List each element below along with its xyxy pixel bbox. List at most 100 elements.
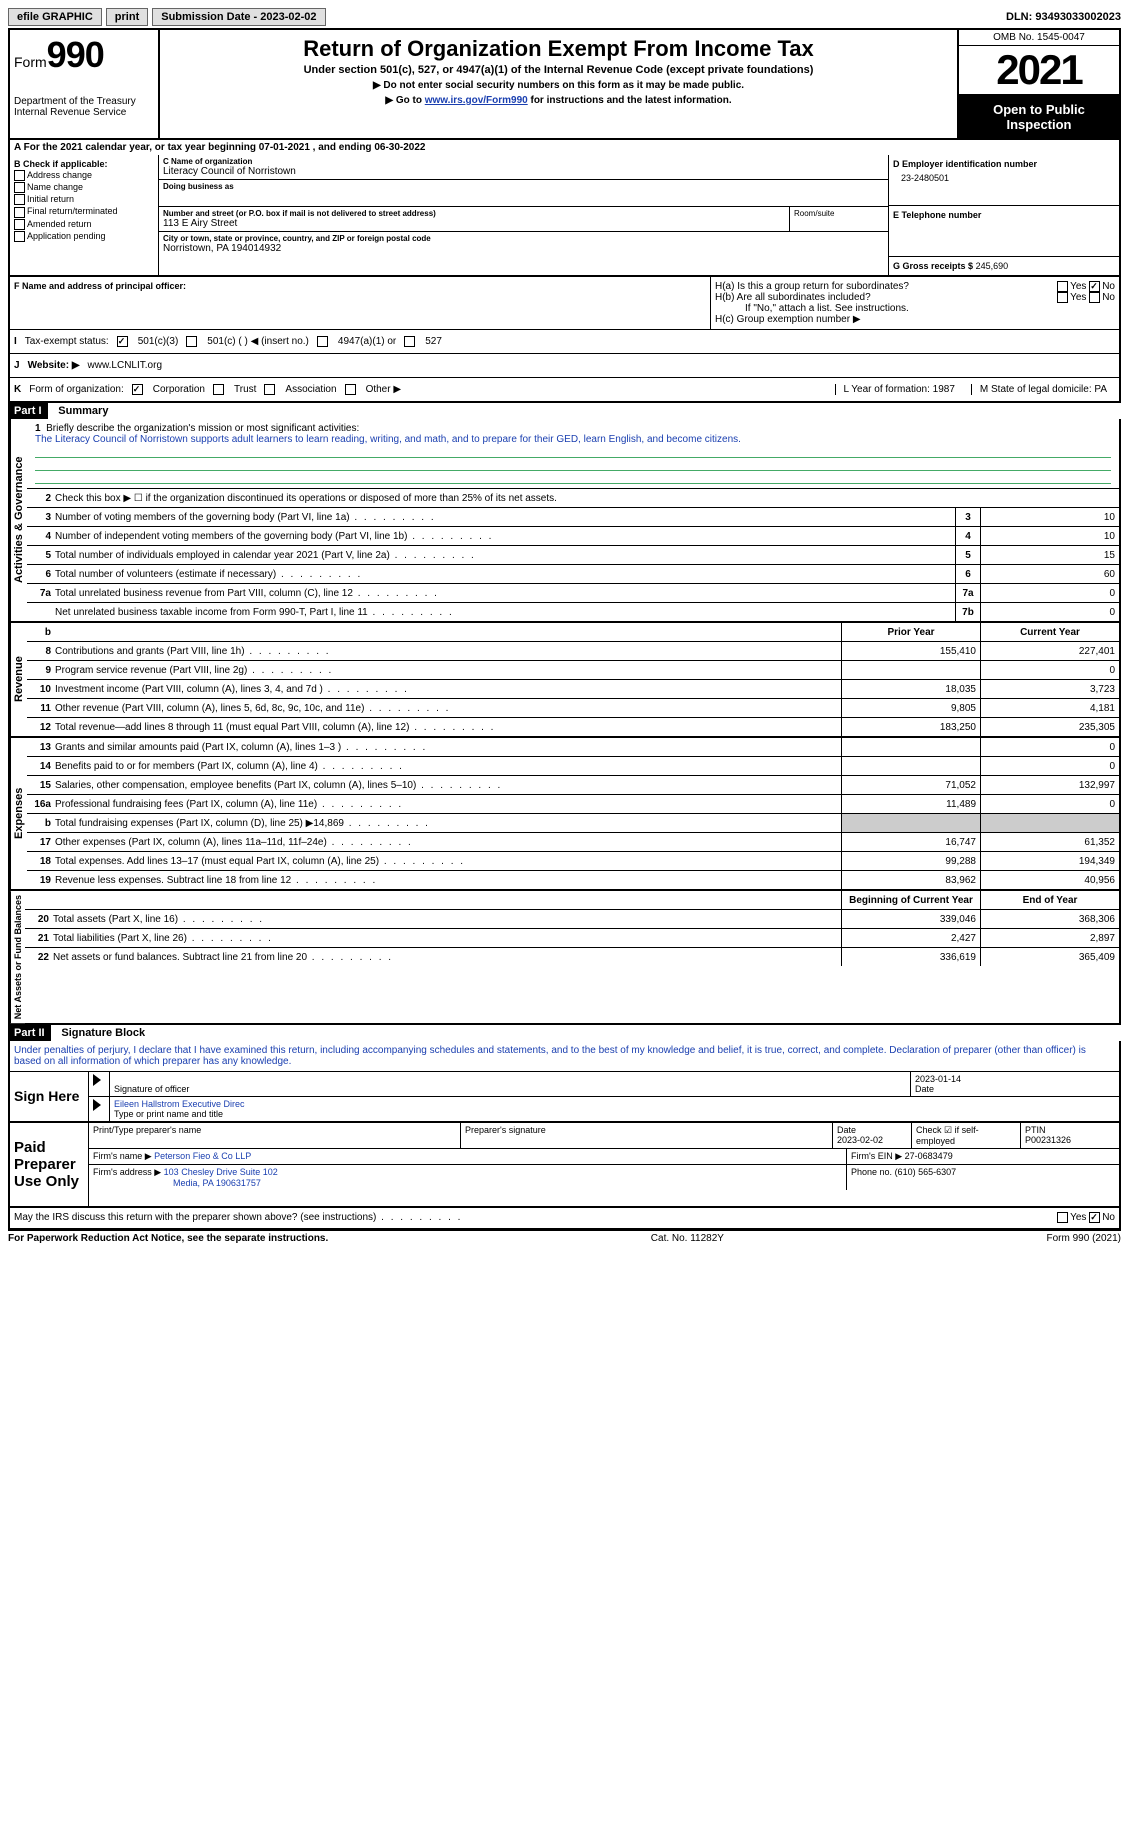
chk-501c3[interactable] xyxy=(117,336,128,347)
table-row: 3 Number of voting members of the govern… xyxy=(27,508,1119,527)
form-subtitle: Under section 501(c), 527, or 4947(a)(1)… xyxy=(168,64,949,76)
state-domicile: M State of legal domicile: PA xyxy=(971,384,1115,395)
line-a: A For the 2021 calendar year, or tax yea… xyxy=(8,140,1121,155)
chk-final[interactable]: Final return/terminated xyxy=(14,206,154,217)
dba-label: Doing business as xyxy=(163,182,884,191)
g-label: G Gross receipts $ xyxy=(893,261,973,271)
city-state-zip: Norristown, PA 194014932 xyxy=(163,243,884,254)
part2-header: Part II Signature Block xyxy=(8,1025,1121,1041)
firm-name: Peterson Fieo & Co LLP xyxy=(154,1151,251,1161)
addr-label: Number and street (or P.O. box if mail i… xyxy=(163,209,785,218)
discuss-row: May the IRS discuss this return with the… xyxy=(8,1208,1121,1229)
city-label: City or town, state or province, country… xyxy=(163,234,884,243)
table-row: 15 Salaries, other compensation, employe… xyxy=(27,776,1119,795)
chk-trust[interactable] xyxy=(213,384,224,395)
governance-table: Activities & Governance 1 Briefly descri… xyxy=(8,419,1121,623)
table-row: 6 Total number of volunteers (estimate i… xyxy=(27,565,1119,584)
dln-label: DLN: 93493033002023 xyxy=(1006,11,1121,23)
form-number: Form990 xyxy=(14,34,154,76)
f-label: F Name and address of principal officer: xyxy=(14,281,186,291)
table-row: Net unrelated business taxable income fr… xyxy=(27,603,1119,621)
website-row: J Website: ▶ www.LCNLIT.org xyxy=(8,354,1121,378)
line-k: K Form of organization: Corporation Trus… xyxy=(8,378,1121,403)
print-button[interactable]: print xyxy=(106,8,148,26)
chk-4947[interactable] xyxy=(317,336,328,347)
side-netassets: Net Assets or Fund Balances xyxy=(10,891,25,1023)
c-label: C Name of organization xyxy=(163,157,884,166)
table-row: 19 Revenue less expenses. Subtract line … xyxy=(27,871,1119,889)
side-revenue: Revenue xyxy=(10,623,27,736)
table-row: 11 Other revenue (Part VIII, column (A),… xyxy=(27,699,1119,718)
irs-link[interactable]: www.irs.gov/Form990 xyxy=(425,95,528,106)
page-footer: For Paperwork Reduction Act Notice, see … xyxy=(8,1230,1121,1246)
section-b: B Check if applicable: Address change Na… xyxy=(8,155,1121,277)
table-row: 5 Total number of individuals employed i… xyxy=(27,546,1119,565)
website-url: www.LCNLIT.org xyxy=(88,360,162,371)
table-row: 16a Professional fundraising fees (Part … xyxy=(27,795,1119,814)
declaration: Under penalties of perjury, I declare th… xyxy=(10,1041,1119,1072)
cat-number: Cat. No. 11282Y xyxy=(651,1233,724,1244)
tax-year: 2021 xyxy=(959,46,1119,96)
table-row: 21 Total liabilities (Part X, line 26) 2… xyxy=(25,929,1119,948)
table-row: 4 Number of independent voting members o… xyxy=(27,527,1119,546)
org-name: Literacy Council of Norristown xyxy=(163,166,884,177)
efile-label: efile GRAPHIC xyxy=(8,8,102,26)
chk-amended[interactable]: Amended return xyxy=(14,219,154,230)
revenue-table: Revenue b Prior Year Current Year 8 Cont… xyxy=(8,623,1121,738)
table-row: 14 Benefits paid to or for members (Part… xyxy=(27,757,1119,776)
arrow-icon xyxy=(93,1099,101,1111)
expenses-table: Expenses 13 Grants and similar amounts p… xyxy=(8,738,1121,891)
side-governance: Activities & Governance xyxy=(10,419,27,621)
ein: 23-2480501 xyxy=(893,169,1115,183)
form-title: Return of Organization Exempt From Incom… xyxy=(168,36,949,62)
chk-name[interactable]: Name change xyxy=(14,182,154,193)
hb-note: If "No," attach a list. See instructions… xyxy=(715,303,1115,314)
arrow-icon xyxy=(93,1074,101,1086)
table-row: 8 Contributions and grants (Part VIII, l… xyxy=(27,642,1119,661)
table-row: 9 Program service revenue (Part VIII, li… xyxy=(27,661,1119,680)
form-header: Form990 Department of the Treasury Inter… xyxy=(8,28,1121,140)
table-row: 12 Total revenue—add lines 8 through 11 … xyxy=(27,718,1119,736)
chk-527[interactable] xyxy=(404,336,415,347)
ha-question: H(a) Is this a group return for subordin… xyxy=(715,281,1115,292)
hb-question: H(b) Are all subordinates included? Yes … xyxy=(715,292,1115,303)
e-label: E Telephone number xyxy=(893,210,1115,220)
chk-assoc[interactable] xyxy=(264,384,275,395)
dept-label: Department of the Treasury Internal Reve… xyxy=(14,96,154,118)
chk-initial[interactable]: Initial return xyxy=(14,194,154,205)
chk-other[interactable] xyxy=(345,384,356,395)
tax-status-row: I Tax-exempt status: 501(c)(3) 501(c) ( … xyxy=(8,330,1121,354)
table-row: 7a Total unrelated business revenue from… xyxy=(27,584,1119,603)
table-row: 20 Total assets (Part X, line 16) 339,04… xyxy=(25,910,1119,929)
section-f-h: F Name and address of principal officer:… xyxy=(8,277,1121,330)
paid-preparer-label: Paid Preparer Use Only xyxy=(10,1123,89,1206)
signature-block: Under penalties of perjury, I declare th… xyxy=(8,1041,1121,1123)
open-inspection: Open to Public Inspection xyxy=(959,96,1119,138)
table-row: 17 Other expenses (Part IX, column (A), … xyxy=(27,833,1119,852)
hc-label: H(c) Group exemption number ▶ xyxy=(715,314,1115,325)
table-row: 10 Investment income (Part VIII, column … xyxy=(27,680,1119,699)
table-row: 13 Grants and similar amounts paid (Part… xyxy=(27,738,1119,757)
street-address: 113 E Airy Street xyxy=(163,218,785,229)
mission-text: The Literacy Council of Norristown suppo… xyxy=(35,434,1111,445)
omb-number: OMB No. 1545-0047 xyxy=(959,30,1119,46)
year-formation: L Year of formation: 1987 xyxy=(835,384,963,395)
d-label: D Employer identification number xyxy=(893,159,1115,169)
goto-note: ▶ Go to www.irs.gov/Form990 for instruct… xyxy=(168,95,949,106)
b-label: B Check if applicable: xyxy=(14,159,154,169)
chk-501c[interactable] xyxy=(186,336,197,347)
table-row: 22 Net assets or fund balances. Subtract… xyxy=(25,948,1119,966)
table-row: b Total fundraising expenses (Part IX, c… xyxy=(27,814,1119,833)
officer-name: Eileen Hallstrom Executive Direc xyxy=(114,1099,245,1109)
preparer-block: Paid Preparer Use Only Print/Type prepar… xyxy=(8,1123,1121,1208)
room-label: Room/suite xyxy=(790,207,888,231)
part1-header: Part I Summary xyxy=(8,403,1121,419)
ssn-note: ▶ Do not enter social security numbers o… xyxy=(168,80,949,91)
top-toolbar: efile GRAPHIC print Submission Date - 20… xyxy=(8,8,1121,26)
chk-pending[interactable]: Application pending xyxy=(14,231,154,242)
chk-address[interactable]: Address change xyxy=(14,170,154,181)
chk-corp[interactable] xyxy=(132,384,143,395)
side-expenses: Expenses xyxy=(10,738,27,889)
submission-date: Submission Date - 2023-02-02 xyxy=(152,8,325,26)
paperwork-notice: For Paperwork Reduction Act Notice, see … xyxy=(8,1233,328,1244)
